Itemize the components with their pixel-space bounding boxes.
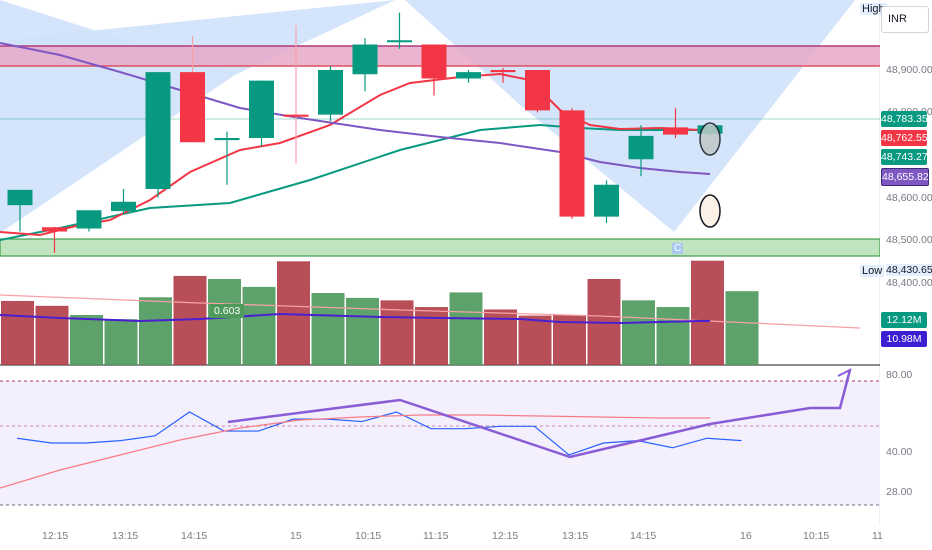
red-ma-line: [0, 72, 701, 237]
volume-bar: [1, 300, 34, 365]
candle-body: [559, 110, 585, 217]
time-label: 14:15: [630, 530, 657, 542]
purple-ma-badge: 48,655.82: [881, 168, 929, 186]
volume-value-label: 0.603: [210, 304, 245, 318]
volume-bar: [242, 286, 276, 365]
rsi-tick-40: 40.00: [886, 446, 913, 458]
volume-bar: [139, 297, 172, 365]
price-tick-48900: 48,900.00: [886, 64, 932, 76]
volume-bar: [725, 291, 759, 365]
time-label: 15: [290, 530, 302, 542]
volume-bar: [35, 305, 69, 365]
time-label: 16: [740, 530, 752, 542]
time-label: 11: [872, 530, 883, 542]
rsi-band: [0, 381, 880, 505]
candle-body: [283, 114, 309, 117]
purple-ma-line: [0, 42, 711, 175]
volume-bar: [518, 315, 552, 365]
red-ma-badge: 48,762.55: [881, 130, 928, 146]
candle-body: [525, 70, 550, 111]
volume-ma-badge: 10.98M: [881, 331, 927, 347]
rsi-signal-line: [0, 414, 710, 489]
candle-body: [456, 72, 481, 79]
high-label: High: [860, 3, 887, 15]
rsi-arrowhead: [837, 368, 852, 384]
rsi-tick-80: 80.00: [886, 369, 913, 381]
candle-body: [594, 184, 619, 217]
volume-bar: [104, 319, 138, 365]
low-value: 48,430.65: [886, 264, 932, 276]
volume-bar: [70, 314, 103, 365]
candle-body: [352, 44, 378, 75]
volume-ma-slow-line: [0, 294, 861, 329]
harmonic-pattern-right: [405, 0, 855, 232]
support-zone: [0, 239, 880, 256]
marker-ellipse-top: [699, 122, 721, 156]
candle-body: [490, 70, 516, 73]
price-tick-48500: 48,500.00: [886, 234, 932, 246]
time-label: 12:15: [492, 530, 519, 542]
volume-bar: [415, 307, 448, 365]
candle-body: [663, 127, 688, 135]
main-price-chart[interactable]: [0, 0, 880, 540]
green-ma-badge: 48,743.27: [881, 149, 928, 165]
candle-body: [111, 201, 136, 212]
candle-body: [42, 227, 67, 232]
volume-bar: [311, 293, 345, 365]
candle-body: [249, 80, 274, 138]
time-axis[interactable]: 12:15 13:15 14:15 15 10:15 11:15 12:15 1…: [0, 525, 883, 550]
currency-label: INR: [888, 13, 907, 25]
annotation-c-label: C: [672, 243, 684, 254]
candle-body: [214, 138, 240, 141]
volume-badge: 12.12M: [881, 312, 927, 328]
time-label: 13:15: [112, 530, 139, 542]
volume-bar: [208, 278, 241, 365]
time-label: 14:15: [181, 530, 208, 542]
rsi-tick-28: 28.00: [886, 486, 913, 498]
marker-ellipse-bottom: [699, 194, 721, 228]
time-label: 10:15: [803, 530, 830, 542]
time-label: 12:15: [42, 530, 69, 542]
time-label: 10:15: [355, 530, 382, 542]
candle-body: [628, 135, 654, 160]
volume-bar: [380, 300, 414, 365]
low-label: Low: [860, 265, 885, 277]
volume-bar: [691, 260, 724, 365]
candle-body: [421, 44, 447, 79]
candle-body: [7, 189, 33, 206]
candle-body: [180, 72, 205, 143]
volume-ma-line: [0, 312, 710, 325]
candle-body: [318, 70, 343, 115]
volume-bar: [656, 307, 690, 365]
last-price-badge: 48,783.35: [881, 111, 928, 127]
time-label: 11:15: [423, 530, 449, 542]
price-tick-48600: 48,600.00: [886, 192, 932, 204]
price-tick-48400: 48,400.00: [886, 277, 932, 289]
candle-body: [76, 210, 102, 229]
volume-bar: [449, 292, 483, 365]
support-zone-border: [0, 238, 880, 257]
candle-body: [145, 72, 171, 189]
currency-button[interactable]: INR: [881, 6, 929, 33]
time-label: 13:15: [562, 530, 589, 542]
candle-body: [387, 40, 412, 43]
chart-area[interactable]: [0, 0, 880, 540]
volume-bar: [622, 300, 655, 365]
rsi-trend-drawing: [227, 369, 852, 459]
